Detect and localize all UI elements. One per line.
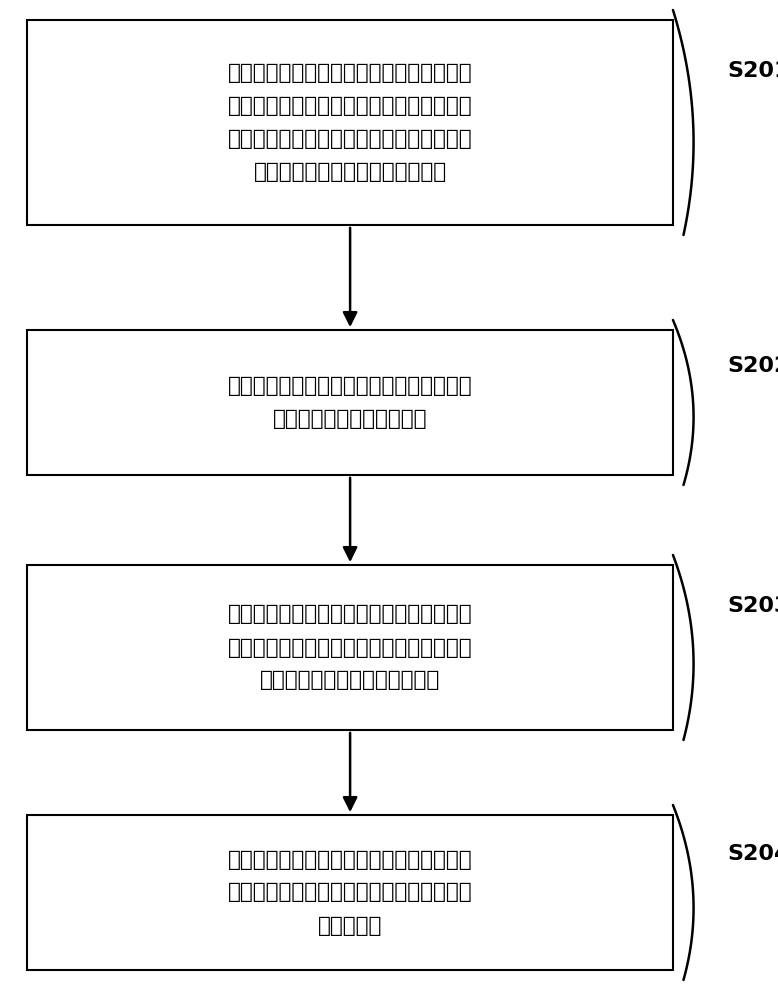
Text: 根据所述数据类型从所述原始数据中筛选出: 根据所述数据类型从所述原始数据中筛选出 xyxy=(228,129,472,149)
Text: S203: S203 xyxy=(727,596,778,616)
FancyBboxPatch shape xyxy=(27,330,673,475)
Text: 目标信息存储至对应的数据库中: 目标信息存储至对应的数据库中 xyxy=(260,670,440,690)
Text: 数据内容并确定所述原始数据的数据类型，: 数据内容并确定所述原始数据的数据类型， xyxy=(228,96,472,116)
FancyBboxPatch shape xyxy=(27,815,673,970)
Text: 述目标数据中获取目标信息: 述目标数据中获取目标信息 xyxy=(273,409,427,429)
Text: 与各预设数据类型匹配的目标数据: 与各预设数据类型匹配的目标数据 xyxy=(254,162,447,182)
Text: S202: S202 xyxy=(727,356,778,376)
Text: 分别根据各所述目标信息的数据类型确定各: 分别根据各所述目标信息的数据类型确定各 xyxy=(228,604,472,624)
Text: 及各数据库中存储的目标信息，构建设备数: 及各数据库中存储的目标信息，构建设备数 xyxy=(228,882,472,902)
Text: 所述目标信息对应的数据库，分别将各所述: 所述目标信息对应的数据库，分别将各所述 xyxy=(228,638,472,658)
FancyBboxPatch shape xyxy=(27,565,673,730)
Text: 根据各数据库、各数据库对应的检索条件以: 根据各数据库、各数据库对应的检索条件以 xyxy=(228,850,472,869)
Text: S201: S201 xyxy=(727,61,778,81)
FancyBboxPatch shape xyxy=(27,20,673,225)
Text: S204: S204 xyxy=(727,844,778,864)
Text: 分别根据各所述目标数据的数据内容从各所: 分别根据各所述目标数据的数据内容从各所 xyxy=(228,376,472,396)
Text: 获取设备的原始数据，识别所述原始数据的: 获取设备的原始数据，识别所述原始数据的 xyxy=(228,63,472,83)
Text: 据检索模型: 据检索模型 xyxy=(318,916,382,936)
